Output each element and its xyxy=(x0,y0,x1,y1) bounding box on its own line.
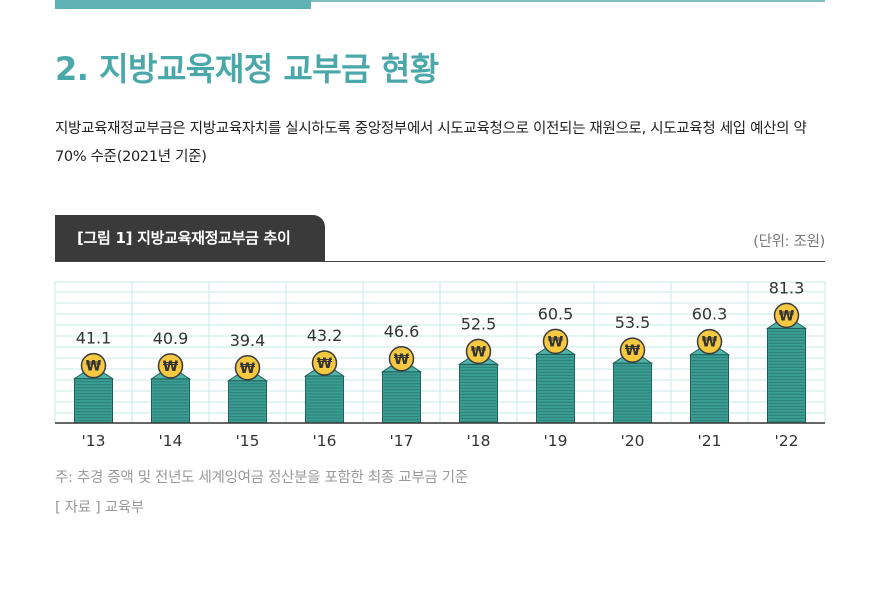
data-label: 41.1 xyxy=(76,329,112,348)
data-label: 52.5 xyxy=(461,314,497,333)
bar xyxy=(690,354,729,424)
won-coin-icon xyxy=(773,302,800,329)
source-note: [ 자료 ] 교육부 xyxy=(55,500,144,516)
x-tick-label: '20 xyxy=(621,432,645,450)
x-tick-label: '15 xyxy=(236,432,260,450)
won-coin-icon xyxy=(696,328,723,355)
data-label: 53.5 xyxy=(615,313,651,332)
bar xyxy=(74,378,113,424)
won-coin-icon xyxy=(388,346,415,372)
bar xyxy=(767,327,806,424)
x-tick-label: '19 xyxy=(544,432,568,450)
bar xyxy=(382,371,421,424)
data-label: 40.9 xyxy=(153,329,189,348)
data-label: 43.2 xyxy=(307,326,343,345)
header-accent-bar xyxy=(55,0,311,9)
unit-label: (단위: 조원) xyxy=(753,234,825,250)
won-coin-icon xyxy=(465,338,492,365)
x-tick-label: '22 xyxy=(775,432,799,450)
data-label: 60.3 xyxy=(692,305,728,324)
won-symbol: ₩ xyxy=(471,344,487,360)
won-coin-icon xyxy=(542,328,569,355)
won-coin-icon xyxy=(234,355,261,381)
won-symbol: ₩ xyxy=(163,359,179,375)
won-symbol: ₩ xyxy=(240,361,256,377)
figure-rule xyxy=(55,261,825,262)
won-symbol: ₩ xyxy=(779,308,795,324)
figure-label-tab: [그림 1] 지방교육재정교부금 추이 xyxy=(55,215,325,261)
bar xyxy=(536,353,575,424)
x-tick-label: '17 xyxy=(390,432,414,450)
x-tick-label: '13 xyxy=(82,432,106,450)
footnote: 주: 추경 증액 및 전년도 세계잉여금 정산분을 포함한 최종 교부금 기준 xyxy=(55,470,468,486)
won-coin-icon xyxy=(157,353,184,379)
section-description: 지방교육재정교부금은 지방교육자치를 실시하도록 중앙정부에서 시도교육청으로 … xyxy=(55,121,807,165)
figure-label: [그림 1] 지방교육재정교부금 추이 xyxy=(77,229,291,247)
x-tick-label: '14 xyxy=(159,432,183,450)
x-tick-label: '18 xyxy=(467,432,491,450)
x-tick-label: '16 xyxy=(313,432,337,450)
won-coin-icon xyxy=(311,350,338,376)
won-coin-icon xyxy=(80,352,107,379)
header-rule xyxy=(55,0,825,2)
section-heading: 2. 지방교육재정 교부금 현황 xyxy=(55,50,439,88)
won-symbol: ₩ xyxy=(394,352,410,368)
won-symbol: ₩ xyxy=(548,334,564,350)
won-coin-icon xyxy=(619,337,646,363)
won-symbol: ₩ xyxy=(625,343,641,359)
x-tick-label: '21 xyxy=(698,432,722,450)
bar xyxy=(151,378,190,424)
bar xyxy=(459,363,498,424)
data-label: 81.3 xyxy=(769,278,805,297)
won-symbol: ₩ xyxy=(317,356,333,372)
won-symbol: ₩ xyxy=(702,335,718,351)
won-symbol: ₩ xyxy=(86,359,102,375)
data-label: 46.6 xyxy=(384,322,420,341)
data-label: 39.4 xyxy=(230,331,266,350)
data-label: 60.5 xyxy=(538,304,574,323)
